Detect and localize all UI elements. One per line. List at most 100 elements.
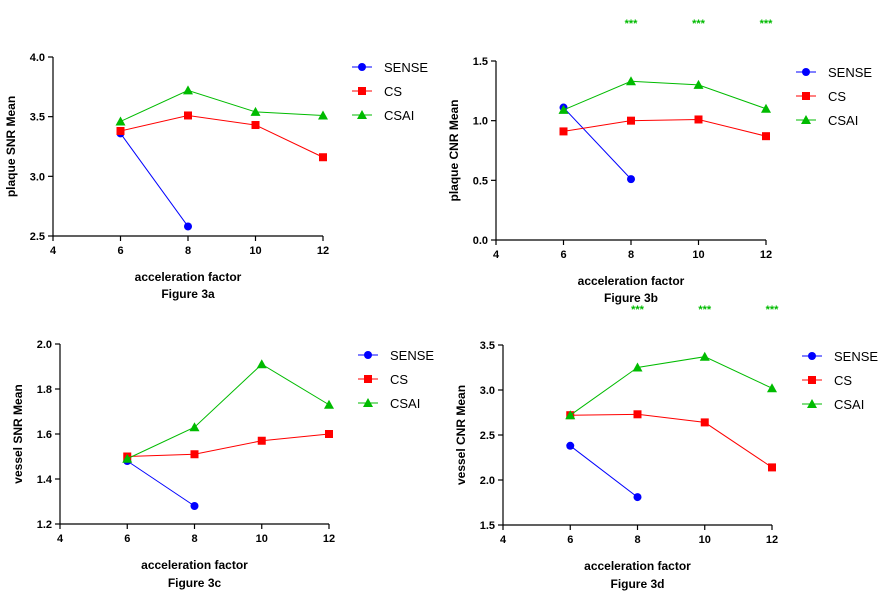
data-point-cs xyxy=(251,121,260,130)
significance-marker: *** xyxy=(631,304,645,316)
x-tick-label: 8 xyxy=(191,533,197,545)
legend-marker-csai xyxy=(807,399,817,408)
x-tick-label: 6 xyxy=(124,533,130,545)
x-tick-label: 4 xyxy=(493,249,500,261)
y-tick-label: 3.0 xyxy=(30,171,45,183)
x-tick-label: 12 xyxy=(760,249,772,261)
data-point-sense xyxy=(633,493,642,502)
legend-marker-cs xyxy=(358,87,366,95)
x-tick-label: 4 xyxy=(50,245,57,257)
data-point-csai xyxy=(256,359,267,369)
series-line-csai xyxy=(563,80,767,111)
x-tick-label: 6 xyxy=(560,249,566,261)
y-tick-label: 2.0 xyxy=(480,475,495,487)
data-point-sense xyxy=(184,222,192,231)
figure-caption: Figure 3d xyxy=(610,577,664,591)
y-tick-label: 1.8 xyxy=(37,384,52,396)
y-tick-label: 3.5 xyxy=(30,112,45,124)
data-point-cs xyxy=(694,115,703,124)
legend-marker-sense xyxy=(808,352,816,360)
y-axis-title: plaque CNR Mean xyxy=(447,99,461,201)
significance-marker: *** xyxy=(760,18,774,30)
x-tick-label: 10 xyxy=(699,534,711,546)
legend: SENSE CS CSAI xyxy=(802,349,878,412)
data-point-cs xyxy=(325,430,333,438)
significance-marker: *** xyxy=(698,304,712,316)
x-tick-label: 10 xyxy=(692,249,704,261)
data-point-sense xyxy=(566,441,575,450)
data-point-csai xyxy=(318,110,328,120)
series-line-csai xyxy=(120,89,324,122)
data-point-csai xyxy=(122,453,133,463)
x-tick-label: 10 xyxy=(249,245,261,257)
data-point-cs xyxy=(627,116,635,125)
x-tick-label: 8 xyxy=(185,245,191,257)
y-tick-label: 1.0 xyxy=(473,116,488,128)
data-point-cs xyxy=(559,127,568,136)
legend-label-csai: CSAI xyxy=(834,397,864,412)
chart-panel-2: 0.0 0.5 1.0 1.5 4 6 8 10 12 acceleration factor Fi… xyxy=(447,18,872,305)
legend-label-csai: CSAI xyxy=(384,108,414,123)
y-tick-label: 0.0 xyxy=(473,235,488,247)
legend-label-cs: CS xyxy=(834,373,852,388)
x-tick-label: 4 xyxy=(57,533,64,545)
x-axis-title: acceleration factor xyxy=(584,559,691,573)
data-point-csai xyxy=(693,79,704,89)
data-point-cs xyxy=(184,111,192,120)
x-axis-title: acceleration factor xyxy=(141,558,248,572)
data-point-csai xyxy=(250,106,261,116)
series-line-sense xyxy=(569,445,638,498)
data-point-csai xyxy=(699,351,710,361)
x-tick-label: 4 xyxy=(500,534,507,546)
legend-marker-cs xyxy=(802,92,810,100)
data-point-csai xyxy=(558,104,569,114)
y-tick-label: 1.6 xyxy=(37,429,52,441)
data-point-csai xyxy=(767,383,777,393)
data-point-csai xyxy=(565,410,576,420)
x-tick-label: 6 xyxy=(117,245,123,257)
data-point-cs xyxy=(762,132,770,141)
x-axis-title: acceleration factor xyxy=(578,274,685,288)
legend-label-sense: SENSE xyxy=(828,65,872,80)
legend-marker-sense xyxy=(358,63,366,71)
legend-marker-csai xyxy=(357,110,367,119)
legend-label-csai: CSAI xyxy=(828,113,858,128)
y-axis-title: vessel SNR Mean xyxy=(11,384,25,483)
y-tick-label: 2.5 xyxy=(480,430,495,442)
series-line-cs xyxy=(120,114,324,158)
x-tick-label: 12 xyxy=(766,534,778,546)
y-tick-label: 1.5 xyxy=(480,520,495,532)
y-tick-label: 0.5 xyxy=(473,175,488,187)
data-point-cs xyxy=(190,450,199,459)
x-tick-label: 10 xyxy=(256,533,268,545)
legend-label-sense: SENSE xyxy=(384,60,428,75)
legend-label-cs: CS xyxy=(384,84,402,99)
chart-panel-4: 1.5 2.0 2.5 3.0 3.5 4 6 8 10 12 acceleration facto… xyxy=(454,304,878,591)
y-tick-label: 1.4 xyxy=(37,474,53,486)
x-tick-label: 8 xyxy=(628,249,634,261)
y-tick-label: 4.0 xyxy=(30,52,45,64)
y-tick-label: 2.5 xyxy=(30,231,45,243)
y-tick-label: 1.5 xyxy=(473,56,488,68)
data-point-csai xyxy=(115,116,126,126)
y-tick-label: 3.5 xyxy=(480,340,495,352)
y-tick-label: 3.0 xyxy=(480,385,495,397)
x-tick-label: 12 xyxy=(317,245,329,257)
legend-label-cs: CS xyxy=(390,372,408,387)
data-point-csai xyxy=(626,76,636,86)
legend-marker-csai xyxy=(363,398,373,407)
data-point-cs xyxy=(257,436,266,445)
data-point-cs xyxy=(116,126,125,135)
data-point-csai xyxy=(324,399,334,409)
legend: SENSE CS CSAI xyxy=(352,60,428,123)
figure-caption: Figure 3c xyxy=(168,576,222,590)
x-tick-label: 8 xyxy=(634,534,640,546)
y-tick-label: 2.0 xyxy=(37,339,52,351)
data-point-csai xyxy=(761,103,771,113)
figure-caption: Figure 3b xyxy=(604,291,658,305)
legend-marker-sense xyxy=(802,68,810,76)
data-point-cs xyxy=(768,463,776,472)
legend-marker-sense xyxy=(364,351,372,359)
significance-marker: *** xyxy=(625,18,639,30)
